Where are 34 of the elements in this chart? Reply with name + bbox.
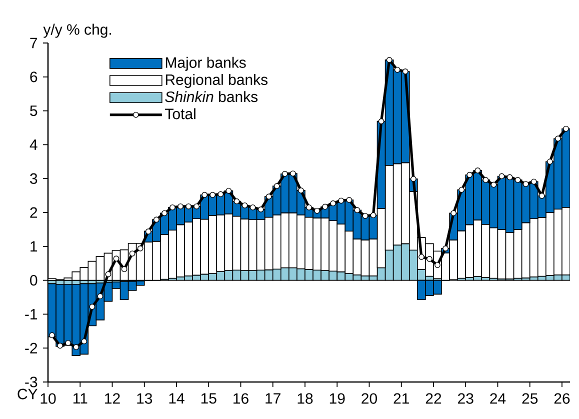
- y-tick-label: 4: [30, 140, 38, 150]
- y-tick-label: 5: [30, 106, 38, 116]
- x-tick-label: 14: [169, 393, 184, 404]
- y-axis-title: y/y % chg.: [43, 24, 112, 38]
- x-tick-label: 21: [394, 393, 409, 404]
- x-tick-label: 23: [458, 393, 474, 404]
- x-tick-label: 25: [522, 393, 538, 404]
- x-tick-label: 26: [554, 393, 570, 404]
- x-tick-label: 20: [362, 393, 377, 404]
- x-tick-label: 16: [234, 393, 248, 404]
- x-tick-label: 13: [137, 393, 152, 404]
- legend-label: Regional banks: [166, 74, 268, 88]
- y-tick-label: 3: [30, 173, 38, 184]
- y-tick-label: 7: [30, 38, 38, 48]
- legend-label: Major banks: [166, 56, 246, 71]
- legend-label: Shinkin banks: [165, 91, 258, 102]
- legend-label: Total: [165, 108, 196, 120]
- x-tick-label: 19: [330, 393, 345, 404]
- x-tick-label: 18: [298, 393, 313, 404]
- x-tick-label: 11: [73, 393, 88, 404]
- x-tick-label: 22: [426, 393, 442, 404]
- y-tick-label: 0: [30, 274, 38, 286]
- x-tick-label: 24: [490, 393, 506, 404]
- y-tick-label: 6: [30, 72, 38, 82]
- y-tick-label: 1: [30, 241, 38, 252]
- x-axis-title: CY: [18, 388, 38, 400]
- x-tick-label: 12: [105, 393, 120, 404]
- x-tick-label: 17: [266, 393, 280, 404]
- y-tick-label: -1: [25, 309, 38, 320]
- x-tick-label: 15: [201, 393, 216, 404]
- y-tick-label: 2: [30, 207, 38, 218]
- y-tick-label: -3: [25, 376, 38, 388]
- y-tick-label: -2: [25, 342, 38, 354]
- x-tick-label: 10: [40, 393, 56, 404]
